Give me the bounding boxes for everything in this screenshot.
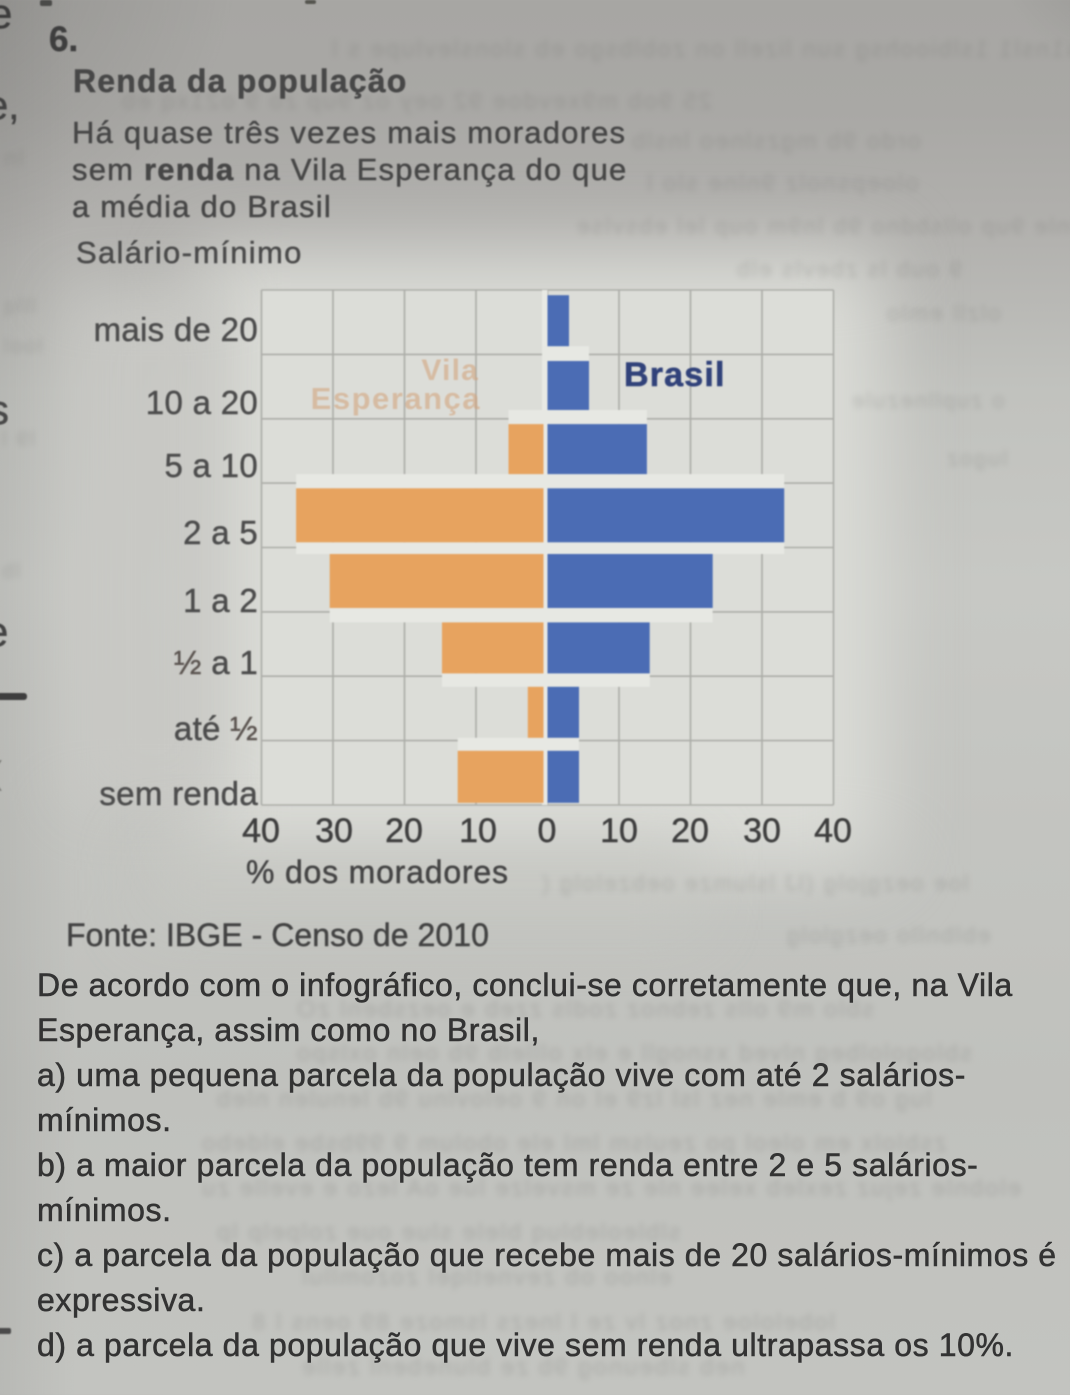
svg-text:Brasil: Brasil [624,356,726,394]
svg-text:Esperança: Esperança [311,381,481,416]
svg-text:Vila: Vila [421,354,479,387]
